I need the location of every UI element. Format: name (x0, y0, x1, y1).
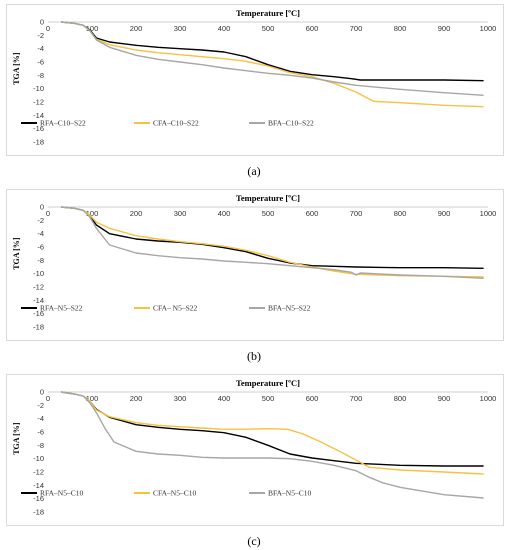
x-tick-label: 800 (394, 209, 407, 218)
y-tick-label: -4 (37, 414, 44, 423)
y-tick-label: -6 (37, 58, 44, 67)
plot-title: Temperature [ºC] (236, 193, 300, 203)
legend-label: RFA–C10–S22 (40, 119, 86, 128)
x-tick-label: 200 (130, 394, 143, 403)
x-tick-label: 500 (262, 24, 275, 33)
y-tick-label: -16 (33, 124, 44, 133)
y-tick-label: -14 (33, 296, 44, 305)
tga-chart-b: Temperature [ºC] 0 100 200 300 400 500 600 700 80… (12, 193, 497, 332)
series-line-2 (61, 206, 484, 278)
x-tick-label: 0 (46, 394, 50, 403)
y-tick-label: -8 (37, 71, 44, 80)
x-tick-label: 300 (174, 24, 187, 33)
x-tick-label: 500 (262, 394, 275, 403)
legend-label: CFA– N5–S22 (153, 304, 197, 313)
x-tick-label: 400 (218, 394, 231, 403)
x-tick-label: 900 (438, 209, 451, 218)
x-tick-label: 900 (438, 394, 451, 403)
x-tick-label: 400 (218, 209, 231, 218)
y-tick-label: -6 (37, 243, 44, 252)
x-tick-label: 600 (306, 394, 319, 403)
x-tick-label: 500 (262, 209, 275, 218)
plot-title: Temperature [ºC] (236, 8, 300, 18)
y-tick-label: -16 (33, 494, 44, 503)
x-tick-label: 1000 (480, 394, 497, 403)
y-tick-label: -18 (33, 323, 44, 332)
x-tick-label: 700 (350, 24, 363, 33)
x-tick-label: 0 (46, 209, 50, 218)
x-tick-label: 1000 (480, 24, 497, 33)
x-tick-label: 100 (86, 394, 99, 403)
x-tick-label: 700 (350, 394, 363, 403)
y-tick-label: -10 (33, 269, 44, 278)
x-tick-label: 900 (438, 24, 451, 33)
x-tick-label: 600 (306, 24, 319, 33)
x-tick-label: 0 (46, 24, 50, 33)
caption-b: (b) (247, 349, 261, 363)
legend-label: RFA–N5–C10 (40, 489, 83, 498)
y-tick-label: -16 (33, 309, 44, 318)
y-tick-label: -8 (37, 441, 44, 450)
y-tick-label: -10 (33, 84, 44, 93)
y-axis-label: TGA [%] (12, 422, 21, 455)
chart-panel-c: Temperature [ºC] 0 100 200 300 400 500 600 700 80… (6, 374, 504, 526)
chart-panel-b: Temperature [ºC] 0 100 200 300 400 500 600 700 80… (6, 189, 504, 341)
chart-panel-a: Temperature [ºC] 0 100 200 300 400 500 600 700 80… (6, 4, 504, 156)
x-tick-label: 700 (350, 209, 363, 218)
y-tick-label: -12 (33, 468, 44, 477)
plot-title: Temperature [ºC] (236, 378, 300, 388)
tga-chart-c: Temperature [ºC] 0 100 200 300 400 500 600 700 80… (12, 378, 497, 517)
x-tick-label: 100 (86, 209, 99, 218)
y-tick-label: -18 (33, 508, 44, 517)
series-line-3 (61, 391, 484, 499)
y-axis-label: TGA [%] (12, 52, 21, 85)
x-tick-label: 300 (174, 394, 187, 403)
y-tick-label: -12 (33, 283, 44, 292)
y-tick-label: 0 (40, 18, 44, 27)
caption-a: (a) (247, 164, 261, 178)
x-tick-label: 100 (86, 24, 99, 33)
x-tick-label: 400 (218, 24, 231, 33)
y-tick-label: -12 (33, 98, 44, 107)
x-tick-label: 200 (130, 209, 143, 218)
caption-c: (c) (247, 534, 261, 548)
series-line-3 (61, 206, 484, 279)
tga-chart-a: Temperature [ºC] 0 100 200 300 400 500 600 700 80… (12, 8, 497, 147)
legend-label: CFA–N5–C10 (153, 489, 196, 498)
x-tick-label: 1000 (480, 209, 497, 218)
y-tick-label: 0 (40, 388, 44, 397)
y-tick-label: -2 (37, 401, 44, 410)
x-tick-label: 800 (394, 24, 407, 33)
series-line-2 (61, 391, 484, 475)
x-tick-label: 200 (130, 24, 143, 33)
x-tick-label: 300 (174, 209, 187, 218)
y-tick-label: -2 (37, 31, 44, 40)
legend-label: BFA–C10–S22 (268, 119, 314, 128)
legend-label: BFA–N5–S22 (268, 304, 311, 313)
y-tick-label: -10 (33, 454, 44, 463)
y-tick-label: -14 (33, 481, 44, 490)
y-axis-label: TGA [%] (12, 237, 21, 270)
y-tick-label: -14 (33, 111, 44, 120)
y-tick-label: -4 (37, 229, 44, 238)
legend-label: BFA–N5–C10 (268, 489, 311, 498)
y-tick-label: -8 (37, 256, 44, 265)
series-line-2 (61, 21, 484, 108)
x-tick-label: 800 (394, 394, 407, 403)
legend-label: RFA–N5–S22 (40, 304, 83, 313)
series-line-3 (61, 21, 484, 96)
y-tick-label: -18 (33, 138, 44, 147)
y-tick-label: -6 (37, 428, 44, 437)
y-tick-label: -2 (37, 216, 44, 225)
x-tick-label: 600 (306, 209, 319, 218)
y-tick-label: -4 (37, 44, 44, 53)
legend-label: CFA–C10–S22 (153, 119, 199, 128)
y-tick-label: 0 (40, 203, 44, 212)
